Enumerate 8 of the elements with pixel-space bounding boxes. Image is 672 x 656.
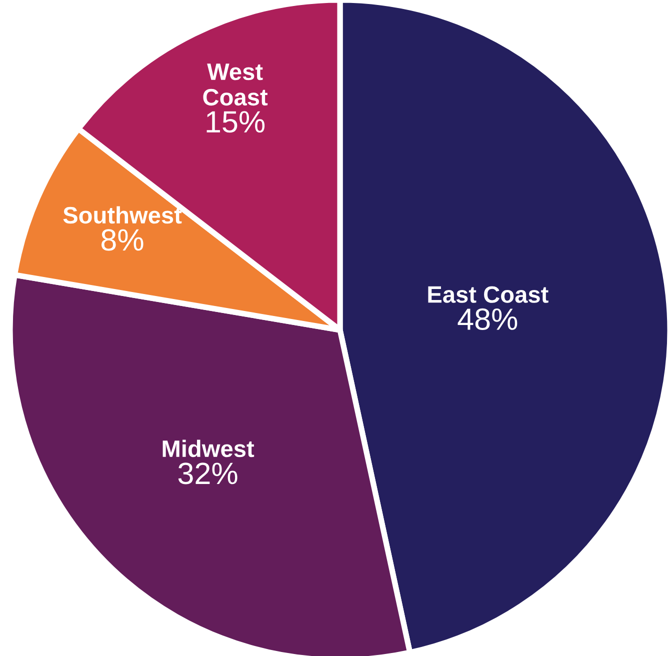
data-label: 32% bbox=[178, 462, 238, 484]
slice-label: Southwest bbox=[63, 206, 182, 224]
slice-label: Midwest bbox=[162, 440, 254, 458]
slice-label: East Coast bbox=[428, 286, 548, 303]
data-label: 48% bbox=[458, 308, 518, 330]
slice-label: West Coast bbox=[203, 64, 268, 106]
data-label: 8% bbox=[102, 229, 144, 251]
data-label: 15% bbox=[206, 111, 265, 133]
